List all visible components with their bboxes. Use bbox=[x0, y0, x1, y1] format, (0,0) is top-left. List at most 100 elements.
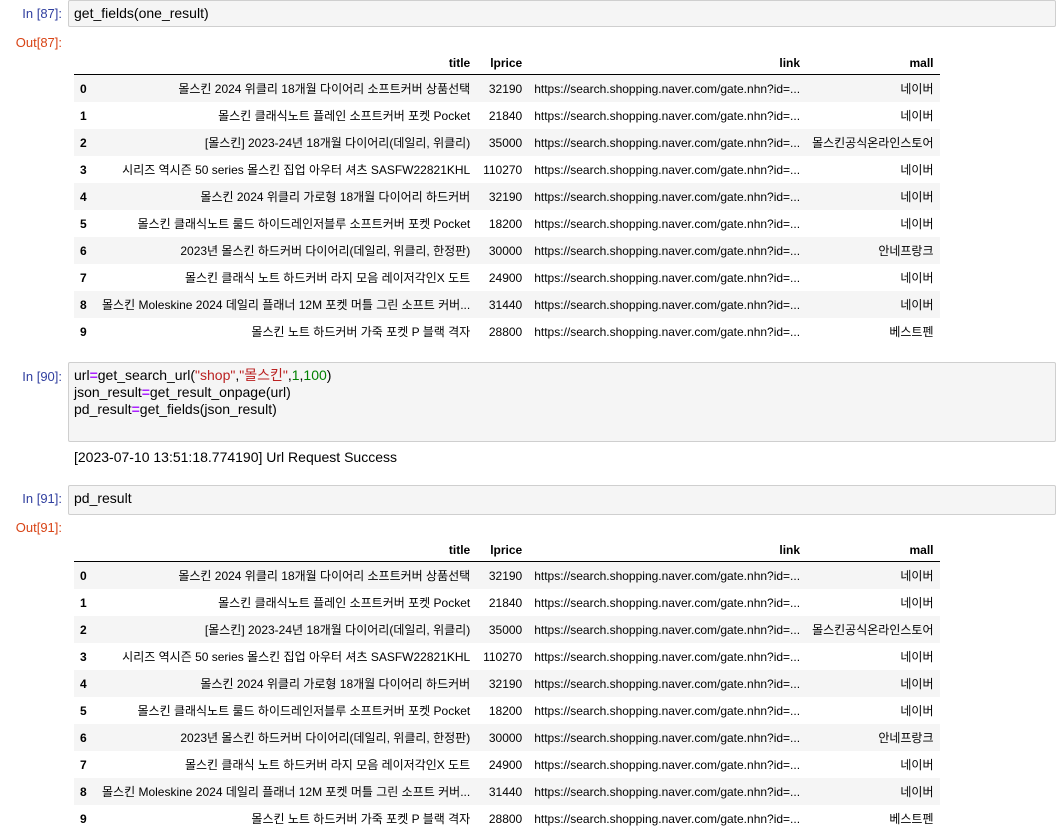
out-prompt-87: Out[87]: bbox=[15, 35, 62, 50]
cell-link: https://search.shopping.naver.com/gate.n… bbox=[534, 243, 801, 258]
code-cell-87[interactable]: get_fields(one_result) bbox=[68, 0, 1056, 27]
cell-lprice: 110270 bbox=[483, 162, 523, 177]
cell-link: https://search.shopping.naver.com/gate.n… bbox=[534, 703, 801, 718]
cell-lprice: 31440 bbox=[488, 297, 523, 312]
table-row: 8 몰스킨 Moleskine 2024 데일리 플래너 12M 포켓 머틀 그린… bbox=[74, 291, 940, 318]
row-index: 3 bbox=[80, 162, 87, 177]
cell-link: https://search.shopping.naver.com/gate.n… bbox=[534, 135, 801, 150]
row-index: 2 bbox=[80, 135, 87, 150]
cell-mall: 네이버 bbox=[900, 217, 934, 231]
code-operator: = bbox=[89, 367, 98, 383]
cell-mall: 네이버 bbox=[900, 569, 934, 583]
column-header-title: title bbox=[448, 543, 471, 557]
in-prompt-87: In [87]: bbox=[22, 6, 62, 21]
cell-mall: 네이버 bbox=[900, 190, 934, 204]
cell-link: https://search.shopping.naver.com/gate.n… bbox=[534, 108, 801, 123]
cell-title: 몰스킨 2024 위클리 가로형 18개월 다이어리 하드커버 bbox=[200, 677, 471, 691]
cell-title: 2023년 몰스킨 하드커버 다이어리(데일리, 위클리, 한정판) bbox=[180, 244, 471, 258]
cell-link: https://search.shopping.naver.com/gate.n… bbox=[534, 622, 801, 637]
table-row: 0 몰스킨 2024 위클리 18개월 다이어리 소프트커버 상품선택 32190 h… bbox=[74, 561, 940, 589]
cell-mall: 몰스킨공식온라인스토어 bbox=[812, 623, 934, 637]
table-row: 3 시리즈 역시즌 50 series 몰스킨 집업 아우터 셔츠 SASFW22… bbox=[74, 643, 940, 670]
table-header-row: title lprice link mall bbox=[74, 48, 940, 75]
row-index: 1 bbox=[80, 595, 87, 610]
cell-lprice: 21840 bbox=[488, 108, 523, 123]
row-index: 0 bbox=[80, 81, 87, 96]
cell-link: https://search.shopping.naver.com/gate.n… bbox=[534, 162, 801, 177]
cell-mall: 네이버 bbox=[900, 677, 934, 691]
row-index: 7 bbox=[80, 270, 87, 285]
column-header-link: link bbox=[779, 56, 801, 70]
cell-link: https://search.shopping.naver.com/gate.n… bbox=[534, 189, 801, 204]
column-header-link: link bbox=[779, 543, 801, 557]
cell-link: https://search.shopping.naver.com/gate.n… bbox=[534, 649, 801, 664]
code-token: , bbox=[235, 367, 240, 383]
cell-title: 시리즈 역시즌 50 series 몰스킨 집업 아우터 셔츠 SASFW228… bbox=[122, 163, 471, 177]
cell-mall: 베스트펜 bbox=[889, 325, 934, 339]
cell-link: https://search.shopping.naver.com/gate.n… bbox=[534, 216, 801, 231]
table-row: 1 몰스킨 클래식노트 플레인 소프트커버 포켓 Pocket 21840 https… bbox=[74, 102, 940, 129]
cell-link: https://search.shopping.naver.com/gate.n… bbox=[534, 784, 801, 799]
table-row: 5 몰스킨 클래식노트 룰드 하이드레인저블루 소프트커버 포켓 Pocket 18… bbox=[74, 697, 940, 724]
dataframe-output-87: title lprice link mall 0 몰스킨 2024 위클리 18개월 다이… bbox=[74, 48, 940, 345]
cell-lprice: 32190 bbox=[488, 189, 523, 204]
cell-lprice: 24900 bbox=[488, 757, 523, 772]
cell-lprice: 32190 bbox=[488, 676, 523, 691]
cell-mall: 네이버 bbox=[900, 785, 934, 799]
cell-title: 몰스킨 2024 위클리 18개월 다이어리 소프트커버 상품선택 bbox=[178, 82, 471, 96]
code-cell-91[interactable]: pd_result bbox=[68, 485, 1056, 515]
table-row: 3 시리즈 역시즌 50 series 몰스킨 집업 아우터 셔츠 SASFW22… bbox=[74, 156, 940, 183]
row-index: 4 bbox=[80, 676, 87, 691]
code-operator: = bbox=[141, 384, 150, 400]
cell-mall: 네이버 bbox=[900, 271, 934, 285]
cell-mall: 네이버 bbox=[900, 758, 934, 772]
code-operator: = bbox=[131, 401, 140, 417]
row-index: 1 bbox=[80, 108, 87, 123]
code-token: json_result bbox=[74, 384, 142, 400]
row-index: 7 bbox=[80, 757, 87, 772]
cell-title: 몰스킨 2024 위클리 가로형 18개월 다이어리 하드커버 bbox=[200, 190, 471, 204]
row-index: 5 bbox=[80, 703, 87, 718]
column-header-title: title bbox=[448, 56, 471, 70]
cell-link: https://search.shopping.naver.com/gate.n… bbox=[534, 676, 801, 691]
code-number: 1 bbox=[291, 367, 300, 383]
cell-lprice: 35000 bbox=[488, 135, 523, 150]
table-row: 6 2023년 몰스킨 하드커버 다이어리(데일리, 위클리, 한정판) 30000… bbox=[74, 237, 940, 264]
row-index: 6 bbox=[80, 243, 87, 258]
table-row: 8 몰스킨 Moleskine 2024 데일리 플래너 12M 포켓 머틀 그린… bbox=[74, 778, 940, 805]
cell-lprice: 24900 bbox=[488, 270, 523, 285]
cell-lprice: 28800 bbox=[488, 811, 523, 826]
table-row: 2 [몰스킨] 2023-24년 18개월 다이어리(데일리, 위클리) 35000… bbox=[74, 616, 940, 643]
cell-title: 2023년 몰스킨 하드커버 다이어리(데일리, 위클리, 한정판) bbox=[180, 731, 471, 745]
table-row: 0 몰스킨 2024 위클리 18개월 다이어리 소프트커버 상품선택 32190 h… bbox=[74, 74, 940, 102]
dataframe-output-91: title lprice link mall 0 몰스킨 2024 위클리 18개월 다이… bbox=[74, 535, 940, 832]
table-header-row: title lprice link mall bbox=[74, 535, 940, 562]
cell-mall: 네이버 bbox=[900, 650, 934, 664]
cell-title: 몰스킨 노트 하드커버 가죽 포켓 P 블랙 격자 bbox=[251, 325, 471, 339]
cell-mall: 몰스킨공식온라인스토어 bbox=[812, 136, 934, 150]
cell-mall: 네이버 bbox=[900, 109, 934, 123]
cell-mall: 네이버 bbox=[900, 163, 934, 177]
table-row: 1 몰스킨 클래식노트 플레인 소프트커버 포켓 Pocket 21840 https… bbox=[74, 589, 940, 616]
cell-title: 몰스킨 클래식노트 룰드 하이드레인저블루 소프트커버 포켓 Pocket bbox=[137, 704, 471, 718]
row-index: 5 bbox=[80, 216, 87, 231]
cell-lprice: 30000 bbox=[488, 730, 523, 745]
row-index: 6 bbox=[80, 730, 87, 745]
code-string: "몰스킨" bbox=[239, 367, 288, 383]
index-header bbox=[74, 535, 96, 562]
column-header-lprice: lprice bbox=[490, 543, 523, 557]
row-index: 0 bbox=[80, 568, 87, 583]
in-prompt-91: In [91]: bbox=[22, 491, 62, 506]
cell-title: 몰스킨 클래식 노트 하드커버 라지 모음 레이저각인X 도트 bbox=[184, 758, 471, 772]
cell-lprice: 30000 bbox=[488, 243, 523, 258]
cell-link: https://search.shopping.naver.com/gate.n… bbox=[534, 81, 801, 96]
cell-lprice: 18200 bbox=[488, 703, 523, 718]
index-header bbox=[74, 48, 96, 75]
cell-link: https://search.shopping.naver.com/gate.n… bbox=[534, 324, 801, 339]
column-header-mall: mall bbox=[909, 543, 934, 557]
cell-link: https://search.shopping.naver.com/gate.n… bbox=[534, 595, 801, 610]
row-index: 3 bbox=[80, 649, 87, 664]
code-cell-90[interactable]: url=get_search_url("shop","몰스킨",1,100) j… bbox=[68, 362, 1056, 442]
in-prompt-90: In [90]: bbox=[22, 369, 62, 384]
cell-link: https://search.shopping.naver.com/gate.n… bbox=[534, 270, 801, 285]
